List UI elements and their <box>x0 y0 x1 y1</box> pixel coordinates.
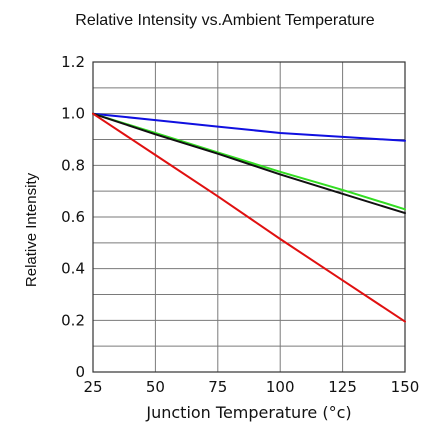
y-tick-label: 0.4 <box>61 260 85 278</box>
plot-frame <box>92 61 406 373</box>
x-tick-label: 125 <box>328 378 357 396</box>
series-line-4 <box>92 112 406 323</box>
x-tick-label: 75 <box>208 378 227 396</box>
y-tick-label: 1.2 <box>61 53 85 71</box>
y-tick-label: 0 <box>75 363 85 381</box>
series-line-3 <box>92 112 406 215</box>
y-tick-label: 0.6 <box>61 208 85 226</box>
y-tick-label: 0.2 <box>61 311 85 329</box>
series-line-2 <box>92 112 406 211</box>
series-line-1 <box>92 112 406 142</box>
y-tick-label: 0.8 <box>61 156 85 174</box>
x-tick-label: 25 <box>83 378 102 396</box>
x-tick-label: 50 <box>146 378 165 396</box>
x-tick-label: 150 <box>391 378 420 396</box>
y-tick-label: 1.0 <box>61 105 85 123</box>
x-tick-label: 100 <box>266 378 295 396</box>
x-axis-label: Junction Temperature (°c) <box>145 403 351 422</box>
y-axis-label: Relative Intensity <box>23 172 40 287</box>
tick-labels: 25 50 75 100 125 150 0 0.2 0.4 0.6 0.8 1.0 1.2 <box>61 53 419 396</box>
series-group <box>92 112 406 323</box>
chart-title: Relative Intensity vs.Ambient Temperatur… <box>75 12 375 29</box>
